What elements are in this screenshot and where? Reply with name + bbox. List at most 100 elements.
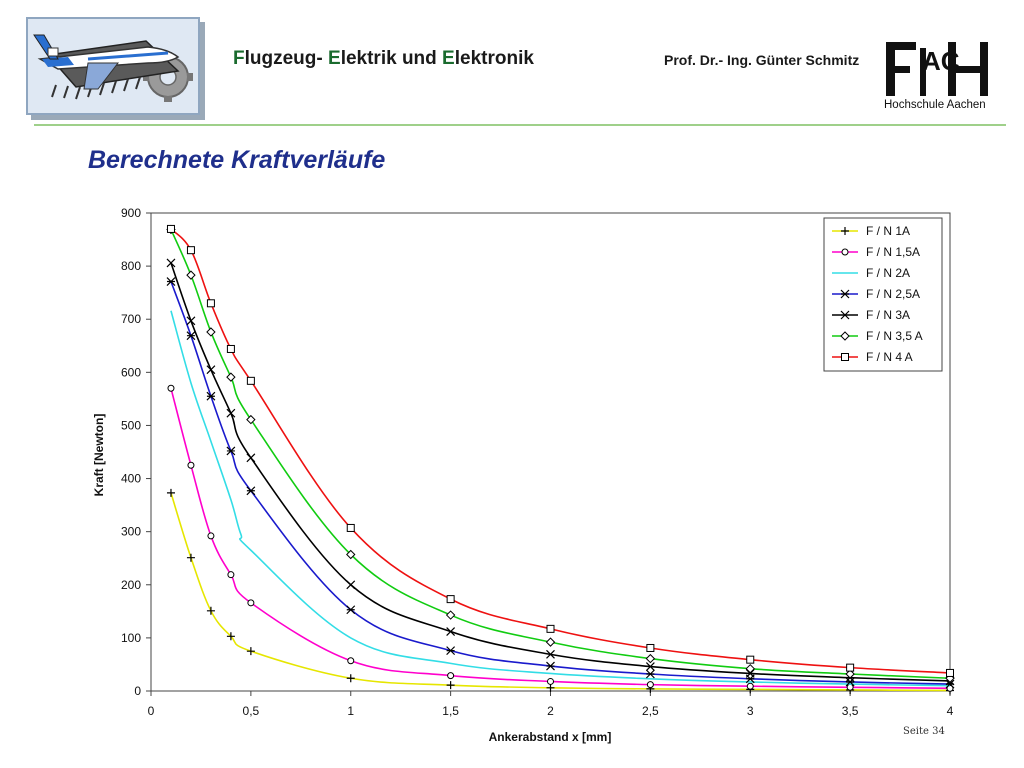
data-point — [207, 532, 215, 540]
y-tick-label: 900 — [121, 206, 141, 220]
data-point — [346, 549, 356, 560]
data-point — [166, 488, 175, 497]
series-6 — [166, 224, 954, 677]
data-point — [246, 486, 256, 496]
data-point — [946, 668, 954, 677]
airplane-chip-icon — [28, 19, 198, 113]
x-tick-label: 0 — [148, 704, 155, 718]
legend-label: F / N 1,5A — [866, 245, 920, 259]
legend-marker — [840, 331, 850, 341]
data-point — [446, 681, 455, 690]
legend-marker — [840, 310, 850, 320]
y-tick-label: 600 — [121, 365, 141, 379]
data-point — [645, 669, 655, 679]
data-point — [445, 610, 456, 620]
data-point — [446, 646, 456, 656]
y-tick-label: 300 — [121, 525, 141, 539]
fh-aachen-logo: AC — [886, 42, 988, 96]
x-tick-label: 2 — [547, 704, 554, 718]
title-part-2: E — [328, 48, 341, 69]
x-tick-label: 4 — [947, 704, 954, 718]
series-line — [170, 229, 951, 680]
y-axis-label: Kraft [Newton] — [92, 414, 106, 497]
legend-label: F / N 3A — [866, 308, 910, 322]
data-point — [547, 677, 554, 685]
data-point — [206, 299, 215, 308]
data-point — [166, 224, 175, 233]
course-title: Flugzeug- Elektrik und Elektronik — [233, 48, 534, 70]
data-point — [447, 672, 455, 680]
legend-label: F / N 2,5A — [866, 287, 920, 301]
data-point — [206, 391, 216, 401]
data-point — [186, 246, 195, 255]
data-point — [346, 523, 355, 532]
data-point — [746, 682, 754, 690]
data-point — [645, 653, 656, 664]
axes: 0 0,5 1 1,5 2 2,5 3 3,5 4 0 100 200 300 400 500 600 700 8… — [121, 206, 954, 718]
data-point — [167, 384, 175, 392]
x-tick-label: 1 — [347, 704, 354, 718]
data-point — [226, 632, 235, 641]
data-point — [346, 605, 356, 615]
title-part-4: E — [442, 48, 455, 69]
data-point — [646, 643, 655, 652]
data-point — [546, 683, 555, 692]
x-tick-label: 3,5 — [842, 704, 859, 718]
page-number: Seite 34 — [903, 726, 945, 737]
y-tick-label: 100 — [121, 631, 141, 645]
data-point — [187, 461, 195, 469]
y-tick-label: 500 — [121, 418, 141, 432]
university-name: Hochschule Aachen — [884, 99, 986, 111]
data-point — [226, 446, 236, 456]
data-point — [546, 649, 555, 659]
data-point — [166, 258, 176, 268]
svg-text:AC: AC — [922, 46, 960, 76]
data-point — [746, 655, 755, 664]
data-point — [546, 624, 555, 633]
y-tick-label: 0 — [134, 684, 141, 698]
y-tick-label: 400 — [121, 472, 141, 486]
data-point — [186, 553, 195, 562]
legend-marker — [841, 353, 849, 361]
series-line — [170, 310, 951, 687]
data-point — [246, 376, 255, 385]
x-tick-label: 2,5 — [642, 704, 659, 718]
title-part-1: lugzeug- — [244, 48, 328, 69]
data-point — [246, 647, 255, 656]
data-point — [227, 571, 235, 579]
series-4 — [166, 258, 955, 686]
header-divider — [34, 124, 1006, 126]
legend-label: F / N 3,5 A — [866, 329, 923, 343]
data-point — [246, 414, 256, 425]
data-point — [186, 316, 196, 326]
data-point — [845, 677, 855, 687]
legend-marker — [841, 227, 849, 235]
series-line — [170, 388, 951, 690]
data-point — [246, 453, 256, 463]
data-point — [846, 663, 855, 672]
data-point — [226, 344, 235, 353]
title-part-3: lektrik und — [340, 48, 443, 69]
series-0 — [166, 488, 954, 695]
data-point — [226, 408, 236, 418]
page-title: Berechnete Kraftverläufe — [88, 146, 386, 174]
legend-marker — [841, 248, 849, 256]
legend-marker — [840, 289, 850, 299]
data-point — [846, 683, 854, 691]
title-part-0: F — [233, 48, 245, 69]
data-point — [346, 580, 356, 590]
data-point — [186, 270, 196, 280]
y-tick-label: 800 — [121, 259, 141, 273]
series-line — [170, 492, 951, 692]
data-point — [745, 663, 755, 674]
x-axis-label: Ankerabstand x [mm] — [489, 730, 612, 744]
series-line — [170, 262, 951, 682]
data-point — [745, 669, 755, 678]
y-tick-label: 200 — [121, 578, 141, 592]
data-point — [166, 277, 176, 286]
title-part-5: lektronik — [454, 48, 534, 69]
data-point — [545, 637, 556, 647]
x-tick-label: 3 — [747, 704, 754, 718]
series-group — [166, 224, 955, 695]
data-point — [346, 674, 355, 683]
